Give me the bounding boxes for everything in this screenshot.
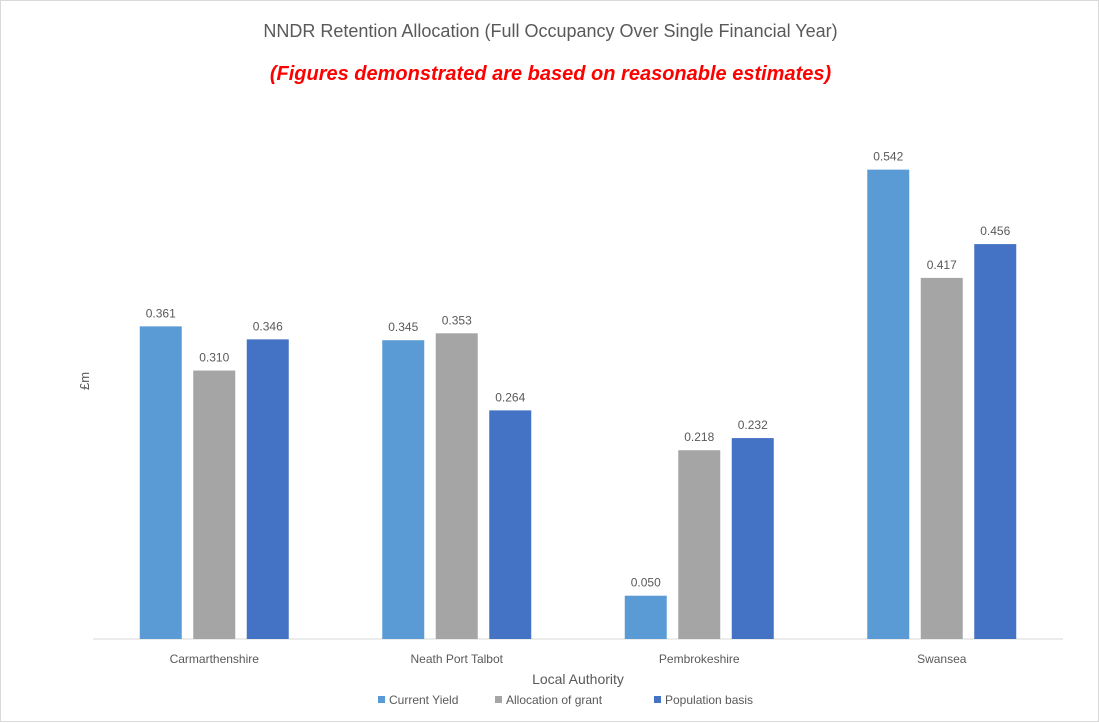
- bar-current-yield-carmarthenshire: [139, 326, 182, 639]
- bar-population-basis-pembrokeshire: [731, 438, 774, 639]
- legend: Current Yield Allocation of grant Populati…: [378, 693, 753, 707]
- data-label-allocation-of-grant-carmarthenshire: 0.310: [199, 351, 229, 365]
- bar-allocation-of-grant-swansea: [920, 277, 963, 639]
- bar-current-yield-swansea: [867, 169, 910, 640]
- legend-swatch-current-yield: [378, 696, 385, 703]
- data-label-allocation-of-grant-neath-port-talbot: 0.353: [442, 313, 472, 327]
- x-tick-label: Pembrokeshire: [659, 652, 740, 666]
- data-label-allocation-of-grant-pembrokeshire: 0.218: [684, 430, 714, 444]
- data-label-population-basis-swansea: 0.456: [980, 224, 1010, 238]
- x-tick-label: Carmarthenshire: [170, 652, 260, 666]
- bar-current-yield-neath-port-talbot: [382, 340, 425, 639]
- chart-title: NNDR Retention Allocation (Full Occupanc…: [263, 21, 838, 41]
- x-tick-label: Swansea: [917, 652, 967, 666]
- data-label-current-yield-swansea: 0.542: [873, 150, 903, 164]
- legend-label-current-yield: Current Yield: [389, 693, 458, 707]
- data-label-population-basis-carmarthenshire: 0.346: [253, 319, 283, 333]
- y-axis-title: £m: [77, 372, 92, 390]
- bar-population-basis-neath-port-talbot: [489, 410, 532, 639]
- chart-subtitle: (Figures demonstrated are based on reaso…: [269, 63, 832, 85]
- bar-group: 0.361 0.310 0.346 0.345 0.353 0.264 0.050 0.218…: [139, 150, 1017, 640]
- data-label-population-basis-neath-port-talbot: 0.264: [495, 390, 525, 404]
- bar-allocation-of-grant-carmarthenshire: [193, 370, 236, 639]
- legend-label-allocation-of-grant: Allocation of grant: [506, 693, 603, 707]
- data-label-current-yield-carmarthenshire: 0.361: [146, 306, 176, 320]
- data-label-current-yield-neath-port-talbot: 0.345: [388, 320, 418, 334]
- legend-label-population-basis: Population basis: [665, 693, 753, 707]
- legend-swatch-allocation-of-grant: [495, 696, 502, 703]
- bar-population-basis-swansea: [974, 244, 1017, 639]
- data-label-allocation-of-grant-swansea: 0.417: [927, 258, 957, 272]
- x-tick-label: Neath Port Talbot: [410, 652, 503, 666]
- x-tick-labels: Carmarthenshire Neath Port Talbot Pembroke…: [170, 652, 967, 666]
- bar-allocation-of-grant-neath-port-talbot: [435, 333, 478, 639]
- data-label-current-yield-pembrokeshire: 0.050: [631, 576, 661, 590]
- bar-allocation-of-grant-pembrokeshire: [678, 450, 721, 639]
- bar-population-basis-carmarthenshire: [246, 339, 289, 639]
- legend-swatch-population-basis: [654, 696, 661, 703]
- bar-current-yield-pembrokeshire: [624, 595, 667, 639]
- data-label-population-basis-pembrokeshire: 0.232: [738, 418, 768, 432]
- x-axis-title: Local Authority: [532, 671, 624, 687]
